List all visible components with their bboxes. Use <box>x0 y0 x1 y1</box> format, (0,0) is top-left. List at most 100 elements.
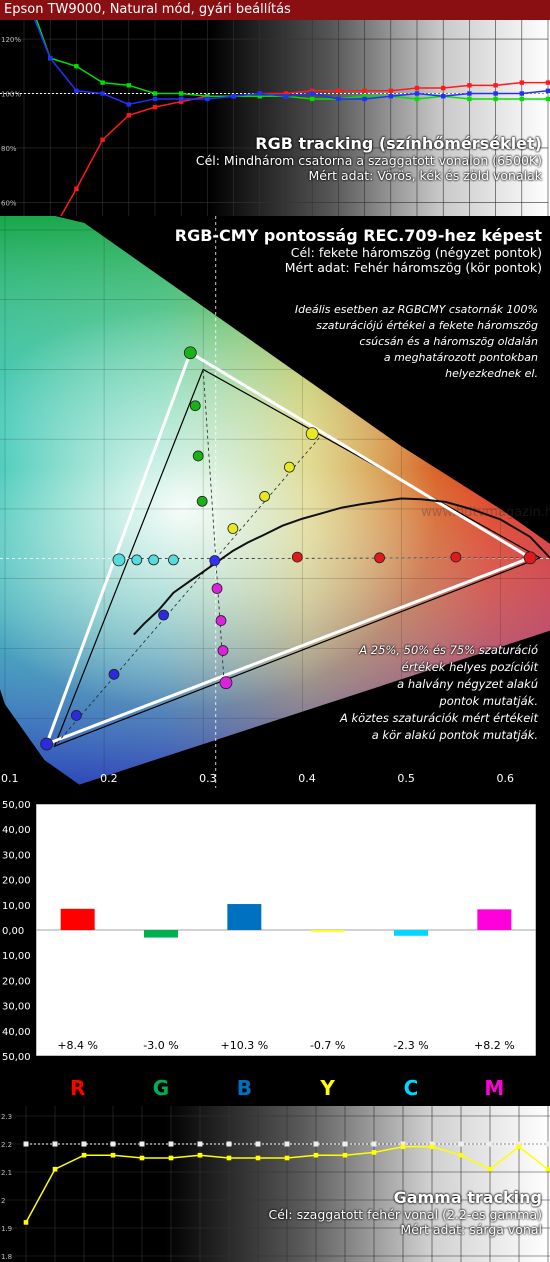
note-line: helyezkednek el. <box>445 367 538 380</box>
rgb-point <box>519 80 524 85</box>
target-point <box>110 1141 116 1147</box>
delta-luma-subtitle: RGBCMY referencia pontok luminancia pont… <box>81 832 469 846</box>
rgb-point <box>362 96 367 102</box>
rgb-point <box>467 96 472 102</box>
target-point <box>487 1141 493 1147</box>
rgb-point <box>362 88 367 93</box>
white-point-measured <box>209 555 221 566</box>
gamma-chart: 2.3 2.2 2.1 2 1.9 1.8 <box>0 1106 550 1262</box>
rgb-point <box>545 96 550 102</box>
rgb-point <box>257 91 262 96</box>
luma-value-label: -0.7 % <box>310 1039 345 1052</box>
rgb-point <box>179 99 184 104</box>
rgb-point <box>519 96 524 102</box>
gamma-point <box>516 1144 522 1150</box>
gamma-point <box>458 1152 464 1158</box>
y-tick-label: 100% <box>1 91 21 99</box>
y-tick-label: 10,00 <box>2 951 31 962</box>
rgb-point <box>257 94 262 99</box>
x-tick-label: 0.1 <box>1 772 19 785</box>
gamma-point <box>342 1152 348 1158</box>
y-tick-label: 120% <box>1 36 21 44</box>
rgb-point <box>310 91 315 96</box>
luma-bar-M <box>477 909 512 930</box>
luma-category-label: G <box>153 1076 169 1100</box>
rgb-point <box>519 91 524 96</box>
target-point <box>81 1141 87 1147</box>
x-tick-label: 0.3 <box>199 772 217 785</box>
spectral-locus-highlight <box>0 216 550 785</box>
luma-bar-Y <box>310 930 345 932</box>
rgb-point <box>388 94 393 99</box>
sweep-point-M <box>211 583 223 594</box>
y-tick-label: 2 <box>1 1197 5 1205</box>
rgb-point <box>283 94 289 99</box>
rgb-point <box>100 137 105 142</box>
rgb-point <box>48 55 53 61</box>
note-line: szaturációjú értékei a fekete háromszög <box>316 319 538 332</box>
luma-bar-G <box>144 930 178 938</box>
y-tick-label: 40,00 <box>2 825 31 836</box>
target-point <box>255 1141 261 1147</box>
sweep-point-G <box>189 400 201 412</box>
x-tick-label: 0.6 <box>496 772 514 785</box>
gamut-target: Cél: fekete háromszög (négyzet pontok) <box>290 245 542 260</box>
target-point <box>139 1141 145 1147</box>
rgb-point <box>152 91 158 96</box>
rgb-point <box>441 94 446 99</box>
rgb-point <box>414 85 420 91</box>
rgb-point <box>126 113 131 118</box>
gamma-point <box>255 1155 261 1161</box>
sweep-point-M <box>215 615 227 626</box>
target-point <box>458 1141 464 1147</box>
target-point <box>313 1141 319 1147</box>
sweep-point-R <box>523 551 537 565</box>
luma-category-label: R <box>70 1076 85 1100</box>
rgb-point <box>126 102 131 107</box>
luma-bar-R <box>60 908 95 930</box>
rgb-point <box>100 80 105 85</box>
y-tick-label: 60% <box>1 199 17 207</box>
rgb-point <box>74 88 79 93</box>
gamma-point <box>313 1152 319 1158</box>
note-line: pontok mutatják. <box>439 694 538 708</box>
y-tick-label: 20,00 <box>2 876 31 887</box>
sweep-point-C <box>148 554 160 566</box>
gamma-target: Cél: szaggatott fehér vonal (2.2-es gamm… <box>268 1207 542 1222</box>
sweep-point-C <box>112 553 126 567</box>
gamma-point <box>197 1152 203 1158</box>
note-line: értékek helyes pozícióit <box>401 660 538 674</box>
sweep-point-B <box>108 668 120 680</box>
sweep-point-C <box>131 554 143 566</box>
rgb-point <box>152 104 158 110</box>
y-tick-label: 2.3 <box>1 1113 12 1121</box>
y-tick-label: 10,00 <box>2 901 31 912</box>
y-tick-label: 2.2 <box>1 1141 12 1149</box>
x-tick-label: 0.2 <box>100 772 118 785</box>
gamma-point <box>226 1155 232 1161</box>
rgb-point <box>441 85 446 91</box>
gamma-panel: 2.3 2.2 2.1 2 1.9 1.8 Gamma tracking Cél: sza… <box>0 1106 550 1262</box>
rgb-point <box>493 96 498 102</box>
rgb-point <box>545 88 550 93</box>
y-tick-label: 50,00 <box>2 1052 31 1063</box>
sweep-point-M <box>219 676 233 690</box>
luma-value-label: +8.4 % <box>57 1039 98 1052</box>
rgb-point <box>467 83 472 88</box>
sweep-point-G <box>192 450 204 462</box>
rgb-point <box>205 96 210 102</box>
target-point <box>342 1141 348 1147</box>
luma-bar-B <box>227 904 262 930</box>
y-tick-label: 30,00 <box>2 1002 31 1013</box>
gamma-point <box>429 1144 435 1150</box>
note-line: a halvány négyzet alakú <box>397 677 538 691</box>
rgb-tracking-panel: 120% 100% 80% 60% RGB tracking (színhőmérsé… <box>0 20 550 216</box>
gamma-point <box>400 1144 406 1150</box>
gamma-point <box>110 1152 116 1158</box>
note-line: A 25%, 50% és 75% szaturáció <box>359 643 538 657</box>
rgb-point <box>310 88 315 93</box>
planck-locus <box>133 497 550 636</box>
sweep-point-Y <box>227 523 239 534</box>
rgb-point <box>100 91 105 96</box>
sweep-point-Y <box>283 461 295 473</box>
